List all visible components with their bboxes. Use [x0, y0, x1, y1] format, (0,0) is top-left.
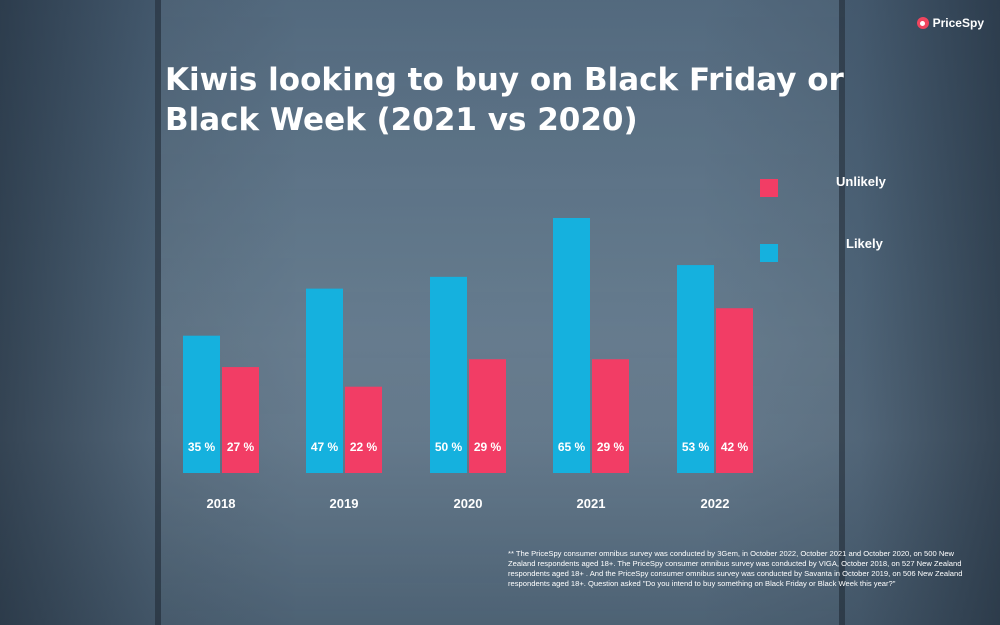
data-label-unlikely-2021: 29 %	[597, 440, 625, 454]
bar-unlikely-2018	[222, 367, 259, 473]
data-label-unlikely-2019: 22 %	[350, 440, 378, 454]
legend-label-likely: Likely	[846, 236, 883, 251]
brand-name: PriceSpy	[932, 16, 984, 30]
x-tick-label-2021: 2021	[577, 496, 606, 511]
data-label-likely-2021: 65 %	[558, 440, 586, 454]
data-label-unlikely-2022: 42 %	[721, 440, 749, 454]
bar-likely-2018	[183, 335, 220, 473]
data-label-likely-2022: 53 %	[682, 440, 710, 454]
data-label-unlikely-2020: 29 %	[474, 440, 502, 454]
bar-unlikely-2019	[345, 386, 382, 473]
bar-likely-2020	[430, 276, 467, 473]
data-label-likely-2019: 47 %	[311, 440, 339, 454]
bar-unlikely-2021	[592, 359, 629, 473]
data-label-likely-2020: 50 %	[435, 440, 463, 454]
footnote: ** The PriceSpy consumer omnibus survey …	[508, 549, 963, 588]
x-tick-label-2020: 2020	[454, 496, 483, 511]
brand-logo: PriceSpy	[916, 16, 984, 30]
legend-label-unlikely: Unlikely	[836, 174, 886, 189]
data-label-likely-2018: 35 %	[188, 440, 216, 454]
x-tick-label-2022: 2022	[701, 496, 730, 511]
x-tick-label-2018: 2018	[207, 496, 236, 511]
bar-likely-2022	[677, 265, 714, 473]
pricespy-logo-icon	[916, 17, 929, 29]
legend-swatch-unlikely	[760, 179, 778, 197]
bar-likely-2019	[306, 288, 343, 473]
data-label-unlikely-2018: 27 %	[227, 440, 255, 454]
x-tick-label-2019: 2019	[330, 496, 359, 511]
legend-swatch-likely	[760, 244, 778, 262]
bar-unlikely-2022	[716, 308, 753, 473]
bar-likely-2021	[553, 218, 590, 473]
bar-unlikely-2020	[469, 359, 506, 473]
chart-title: Kiwis looking to buy on Black Friday or …	[165, 62, 844, 138]
